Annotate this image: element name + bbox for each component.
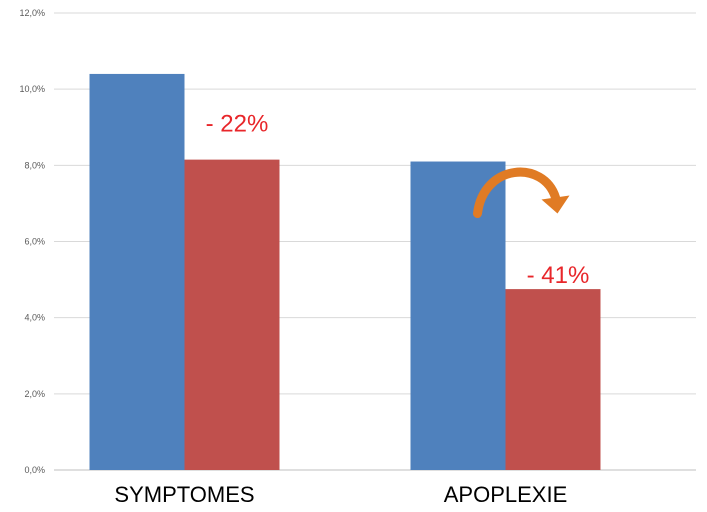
category-label-symptomes: SYMPTOMES [114, 482, 254, 507]
y-tick-label-1: 2,0% [24, 389, 45, 399]
annotation-label-2: - 41% [527, 262, 590, 289]
y-axis: 0,0% 2,0% 4,0% 6,0% 8,0% 10,0% 12,0% [19, 8, 45, 475]
y-tick-label-4: 8,0% [24, 160, 45, 170]
x-axis: SYMPTOMES APOPLEXIE [114, 482, 567, 507]
annotations: - 22% - 41% [206, 111, 590, 289]
y-tick-label-0: 0,0% [24, 465, 45, 475]
bar-symptomes-series-2 [184, 159, 280, 470]
curved-arrow-icon [473, 167, 570, 219]
y-tick-label-3: 6,0% [24, 237, 45, 247]
bar-apoplexie-series-2 [505, 289, 601, 470]
arrow-curve [473, 167, 560, 219]
bars [89, 73, 601, 470]
y-tick-label-6: 12,0% [19, 8, 45, 18]
bar-apoplexie-series-1 [410, 161, 506, 470]
annotation-label-1: - 22% [206, 111, 269, 138]
y-tick-label-5: 10,0% [19, 84, 45, 94]
bar-symptomes-series-1 [89, 73, 185, 470]
y-tick-label-2: 4,0% [24, 313, 45, 323]
arrow-head [541, 195, 570, 214]
category-label-apoplexie: APOPLEXIE [444, 482, 568, 507]
